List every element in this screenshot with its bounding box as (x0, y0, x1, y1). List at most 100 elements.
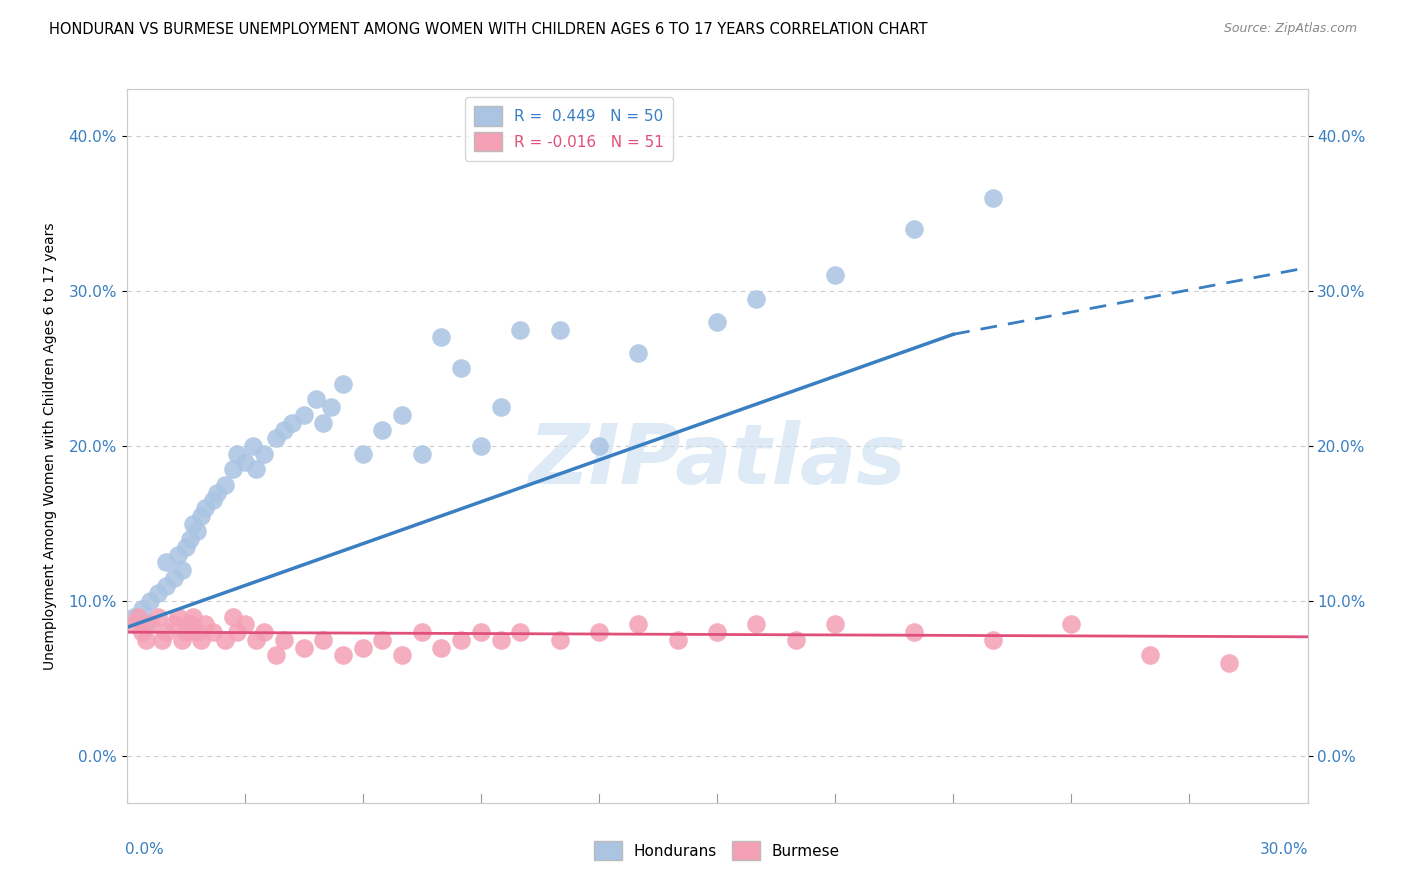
Point (205, 485, 228, 500)
Point (706, 315, 728, 329)
Point (489, 401, 512, 415)
Point (430, 330, 453, 344)
Point (903, 222, 925, 236)
Point (371, 632, 394, 647)
Point (588, 625, 610, 640)
Point (588, 439, 610, 453)
Point (163, 617, 186, 632)
Point (1139, 648, 1161, 663)
Point (1218, 656, 1240, 670)
Point (312, 632, 335, 647)
Point (304, 392, 326, 407)
Point (174, 625, 197, 640)
Point (190, 632, 212, 647)
Point (179, 532, 201, 546)
Point (253, 625, 276, 640)
Point (174, 540, 197, 554)
Point (131, 625, 153, 640)
Point (430, 640, 453, 655)
Point (450, 361, 472, 376)
Point (292, 408, 315, 422)
Point (509, 625, 531, 640)
Point (166, 548, 188, 562)
Point (548, 323, 571, 337)
Point (139, 594, 162, 608)
Point (264, 431, 287, 445)
Point (352, 447, 374, 461)
Point (146, 586, 169, 600)
Point (321, 401, 343, 415)
Point (155, 555, 177, 569)
Point (785, 632, 807, 647)
Point (627, 617, 650, 632)
Point (666, 632, 689, 647)
Point (273, 424, 295, 438)
Point (155, 625, 177, 640)
Point (127, 609, 149, 624)
Point (1060, 617, 1083, 632)
Point (179, 617, 201, 632)
Point (163, 571, 186, 585)
Text: HONDURAN VS BURMESE UNEMPLOYMENT AMONG WOMEN WITH CHILDREN AGES 6 TO 17 YEARS CO: HONDURAN VS BURMESE UNEMPLOYMENT AMONG W… (49, 22, 928, 37)
Text: ZIPatlas: ZIPatlas (529, 420, 905, 500)
Point (170, 563, 193, 577)
Point (489, 632, 512, 647)
Point (411, 447, 433, 461)
Point (450, 632, 472, 647)
Point (548, 632, 571, 647)
Point (155, 579, 177, 593)
Point (194, 617, 217, 632)
Point (273, 632, 295, 647)
Point (170, 632, 193, 647)
Point (470, 439, 492, 453)
Point (745, 617, 768, 632)
Point (131, 602, 153, 616)
Point (190, 508, 212, 523)
Point (264, 648, 287, 663)
Point (312, 416, 335, 430)
Point (245, 462, 267, 476)
Legend: Hondurans, Burmese: Hondurans, Burmese (588, 835, 846, 866)
Point (135, 617, 157, 632)
Point (245, 632, 267, 647)
Point (903, 625, 925, 640)
Point (124, 617, 146, 632)
Point (139, 617, 162, 632)
Point (981, 632, 1004, 647)
Point (281, 416, 304, 430)
Point (242, 439, 264, 453)
Point (222, 609, 245, 624)
Point (332, 376, 354, 391)
Y-axis label: Unemployment Among Women with Children Ages 6 to 17 years: Unemployment Among Women with Children A… (44, 222, 58, 670)
Point (745, 292, 768, 306)
Point (183, 516, 205, 531)
Text: 30.0%: 30.0% (1260, 842, 1309, 857)
Point (186, 524, 208, 539)
Point (233, 617, 256, 632)
Point (166, 609, 188, 624)
Point (509, 323, 531, 337)
Point (371, 424, 394, 438)
Point (391, 648, 413, 663)
Point (706, 625, 728, 640)
Point (146, 609, 169, 624)
Point (253, 447, 276, 461)
Point (124, 609, 146, 624)
Point (627, 346, 650, 360)
Point (824, 617, 846, 632)
Point (150, 632, 173, 647)
Point (183, 609, 205, 624)
Point (981, 191, 1004, 205)
Point (292, 640, 315, 655)
Point (214, 632, 236, 647)
Point (202, 625, 225, 640)
Point (411, 625, 433, 640)
Point (225, 625, 247, 640)
Point (470, 625, 492, 640)
Point (332, 648, 354, 663)
Point (194, 501, 217, 516)
Point (202, 493, 225, 508)
Point (225, 447, 247, 461)
Point (824, 268, 846, 283)
Text: Source: ZipAtlas.com: Source: ZipAtlas.com (1223, 22, 1357, 36)
